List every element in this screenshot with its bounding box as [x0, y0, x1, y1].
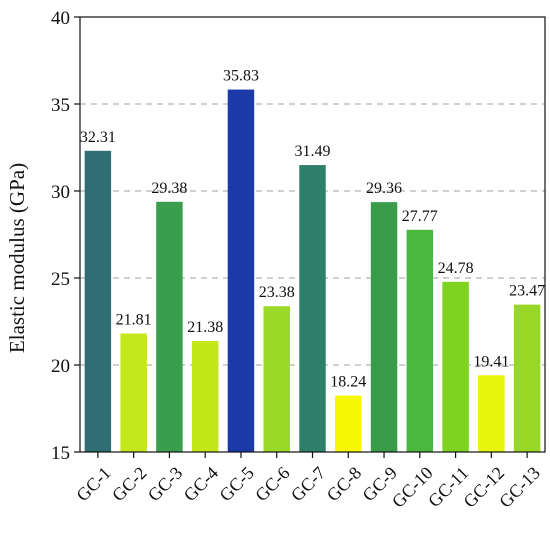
bar	[442, 281, 469, 452]
data-label: 29.38	[151, 180, 187, 197]
bar	[370, 202, 398, 452]
x-tick-label: GC-2	[108, 463, 150, 505]
bar	[263, 306, 290, 452]
bar	[156, 201, 183, 452]
x-tick-label: GC-3	[144, 463, 186, 505]
y-tick-label: 15	[51, 443, 70, 464]
y-tick-label: 35	[51, 95, 70, 116]
x-tick-label: GC-6	[251, 463, 293, 505]
bar	[191, 340, 219, 452]
x-tick-label: GC-7	[287, 463, 329, 505]
y-axis-title: Elastic modulus (GPa)	[5, 163, 29, 353]
bar	[335, 395, 362, 452]
x-tick-label: GC-1	[72, 463, 114, 505]
y-tick-label: 25	[51, 269, 70, 290]
bar	[406, 229, 434, 452]
data-label: 18.24	[330, 374, 366, 391]
y-tick-label: 20	[51, 356, 70, 377]
data-label: 31.49	[295, 143, 331, 160]
bar	[513, 304, 541, 452]
bar	[120, 333, 147, 452]
data-label: 19.41	[473, 353, 509, 370]
x-tick-label: GC-8	[323, 463, 365, 505]
data-label: 29.36	[366, 180, 402, 197]
data-label: 24.78	[438, 260, 474, 277]
x-tick-label: GC-5	[215, 463, 257, 505]
data-labels: 32.31 21.81 29.38 21.38 35.83 23.38 31.49 18.24…	[80, 68, 545, 391]
data-label: 23.38	[259, 284, 295, 301]
bar	[299, 165, 326, 452]
data-label: 21.38	[187, 319, 223, 336]
data-label: 21.81	[116, 312, 152, 329]
bar	[84, 150, 112, 452]
data-label: 23.47	[509, 283, 545, 300]
x-tick-label: GC-4	[180, 463, 222, 505]
x-tick-label: GC-13	[495, 463, 544, 512]
y-tick-label: 40	[51, 8, 70, 29]
bars	[84, 89, 541, 453]
data-label: 35.83	[223, 68, 259, 85]
bar	[227, 89, 255, 453]
y-tick-label: 30	[51, 182, 70, 203]
bar	[478, 375, 505, 452]
data-label: 27.77	[402, 208, 438, 225]
data-label: 32.31	[80, 129, 116, 146]
x-tick-label: GC-10	[388, 463, 437, 512]
